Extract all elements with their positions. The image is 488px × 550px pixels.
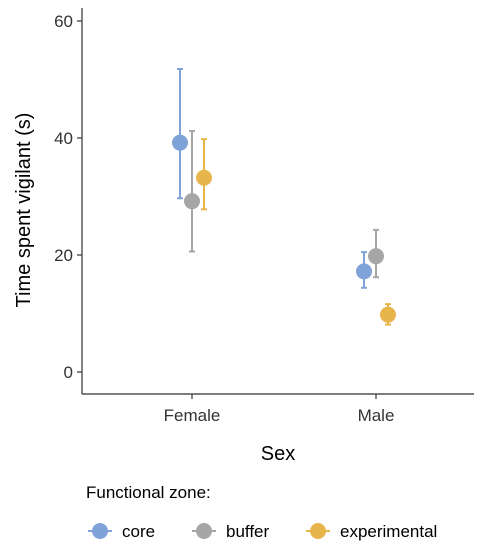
data-marks	[172, 67, 396, 326]
point-experimental-male	[380, 306, 396, 323]
point-buffer-male	[368, 248, 384, 265]
legend-key-dot	[92, 523, 108, 539]
x-axis-title: Sex	[261, 443, 295, 465]
legend-item-buffer: buffer	[192, 522, 270, 541]
legend-key-dot	[196, 523, 212, 539]
y-tick-label: 20	[54, 246, 73, 265]
x-tick-label: Female	[164, 406, 221, 425]
series-core	[172, 67, 372, 289]
y-tick-label: 0	[64, 363, 73, 382]
legend-label: buffer	[226, 522, 270, 541]
y-tick-label: 60	[54, 12, 73, 31]
legend-item-core: core	[88, 522, 155, 541]
x-tick-label: Male	[358, 406, 395, 425]
legend-key-dot	[310, 523, 326, 539]
legend-label: experimental	[340, 522, 437, 541]
y-axis-title: Time spent vigilant (s)	[13, 113, 35, 308]
point-core-female	[172, 134, 188, 151]
legend-label: core	[122, 522, 155, 541]
series-experimental	[196, 138, 396, 326]
legend-item-experimental: experimental	[306, 522, 437, 541]
point-core-male	[356, 263, 372, 280]
y-axis: 0 20 40 60	[54, 8, 83, 394]
point-buffer-female	[184, 193, 200, 210]
legend-title: Functional zone:	[86, 483, 211, 502]
y-tick-label: 40	[54, 129, 73, 148]
point-experimental-female	[196, 169, 212, 186]
legend: Functional zone: core buffer experimental	[86, 483, 437, 541]
x-axis: Female Male	[82, 393, 474, 425]
series-buffer	[184, 129, 384, 279]
